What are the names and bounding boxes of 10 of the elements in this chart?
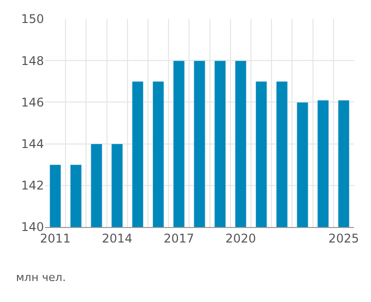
y-tick-label: 144 bbox=[21, 137, 44, 151]
y-tick-label: 142 bbox=[21, 178, 44, 193]
y-tick-label: 148 bbox=[21, 54, 44, 68]
text: млн чел. bbox=[16, 271, 66, 284]
x-tick-label: 2025 bbox=[328, 231, 359, 246]
y-tick-label: 150 bbox=[21, 12, 44, 26]
y-tick-label: 146 bbox=[21, 95, 44, 110]
x-tick-label: 2017 bbox=[164, 231, 194, 246]
x-tick-label: 2014 bbox=[102, 231, 132, 246]
x-tick-label: 2020 bbox=[225, 231, 256, 246]
